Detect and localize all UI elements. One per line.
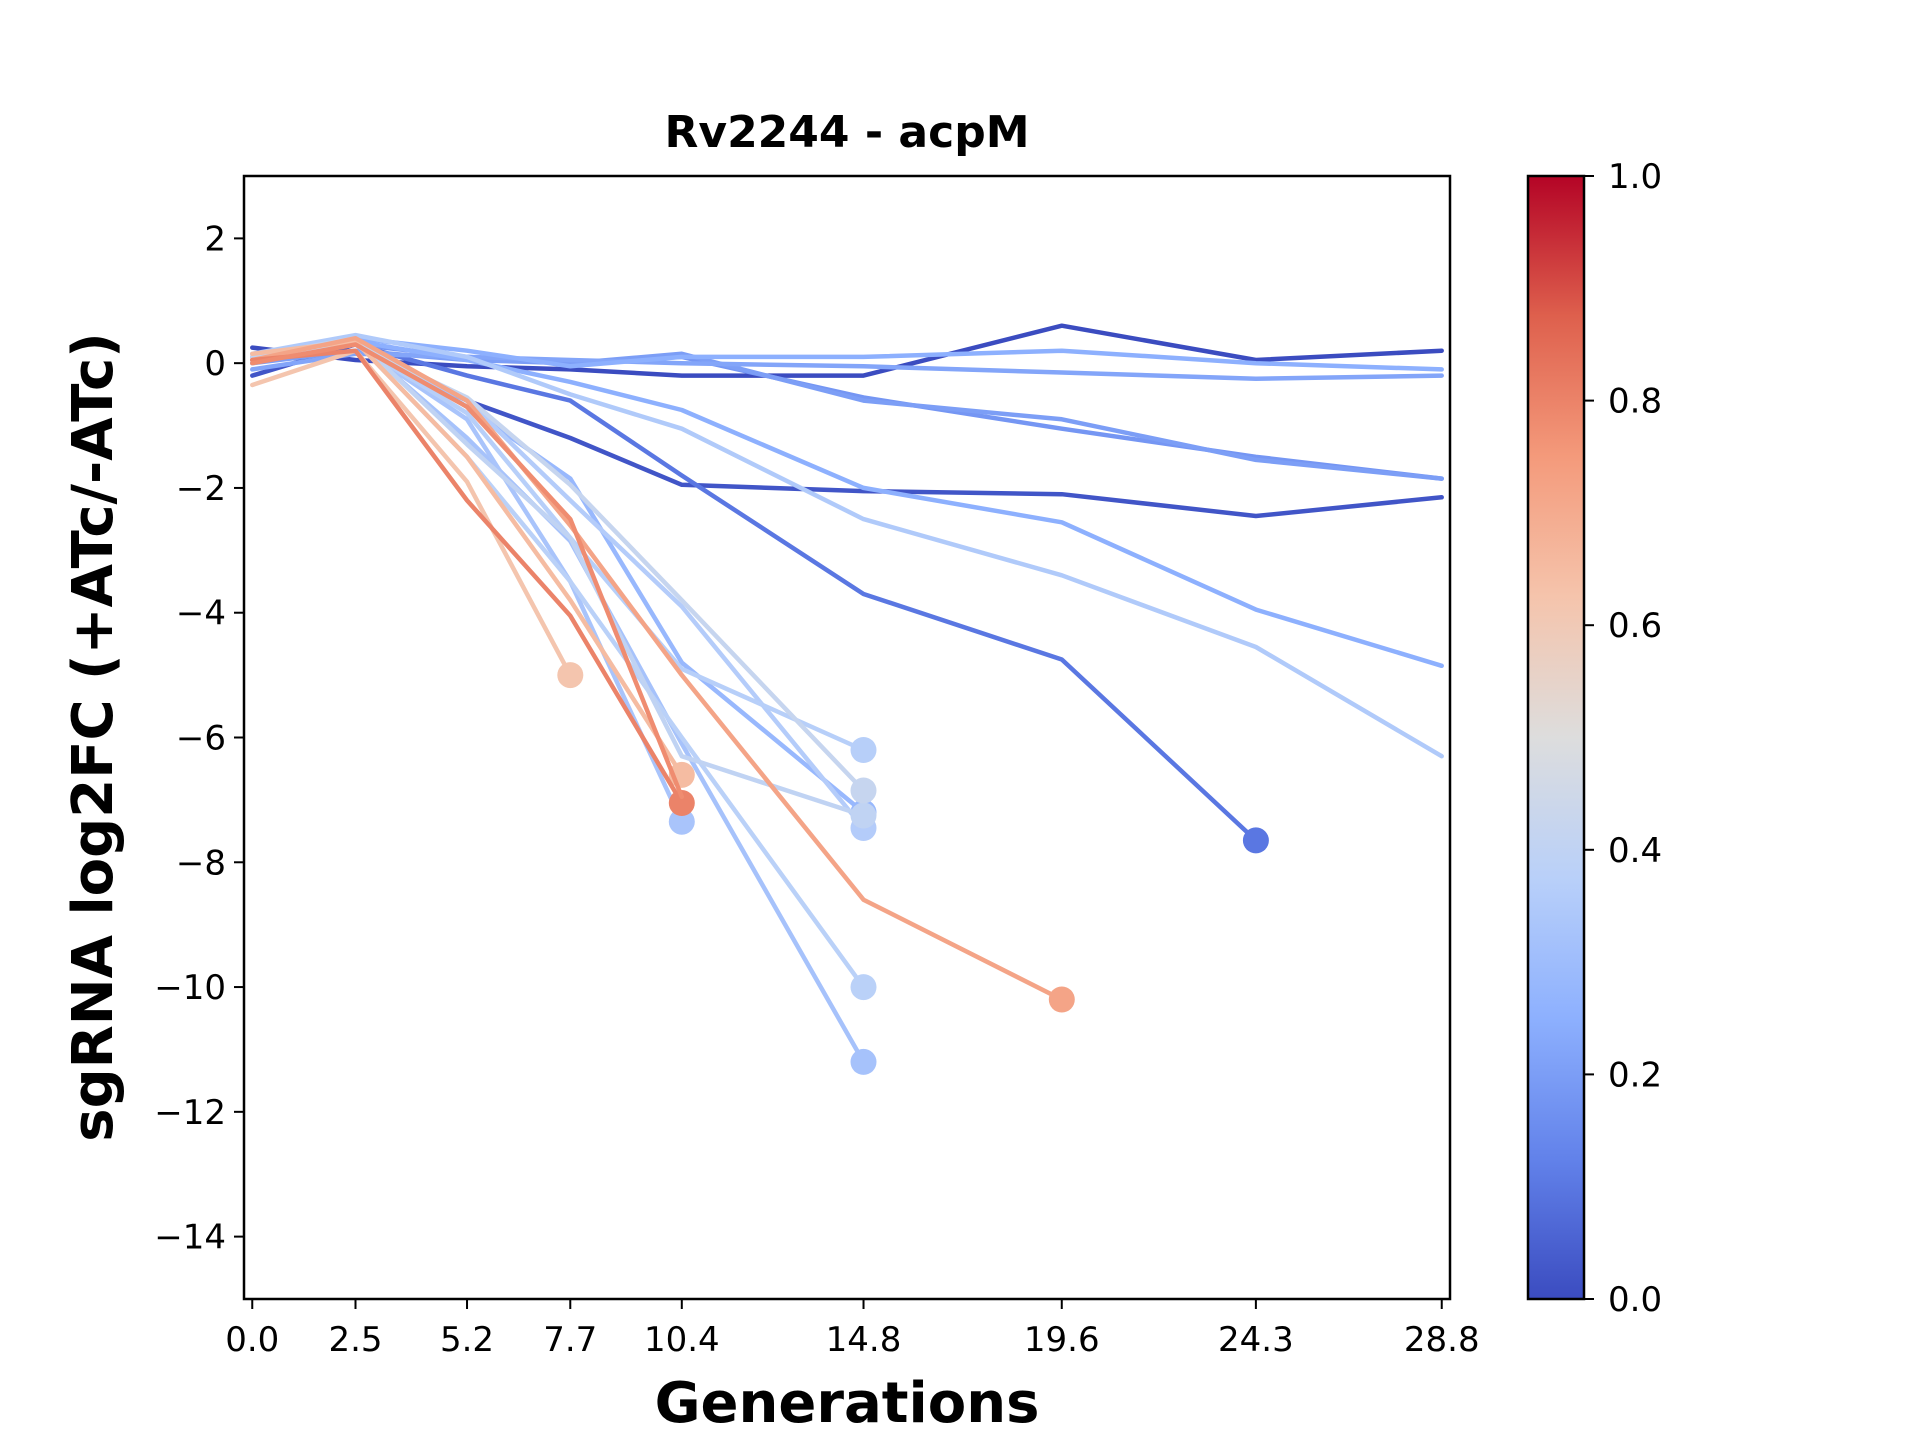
x-tick-label: 10.4: [644, 1320, 720, 1360]
colorbar-tick-label: 0.4: [1608, 831, 1662, 871]
colorbar-ticks: 0.0 0.2 0.4 0.6 0.8 1.0: [1584, 157, 1662, 1320]
chart-title: Rv2244 - acpM: [665, 107, 1030, 158]
y-tick-label: 2: [204, 219, 226, 259]
series-line-21: [250, 348, 685, 806]
x-tick-label: 19.6: [1024, 1320, 1100, 1360]
series-line-22: [250, 342, 685, 800]
series-end-point-11: [668, 808, 695, 835]
series-end-point-10: [850, 1048, 877, 1075]
series-end-point-18: [557, 662, 584, 689]
series-end-point-21: [668, 790, 695, 816]
series-line-12: [250, 332, 1444, 759]
x-tick-label: 14.8: [826, 1320, 902, 1360]
series-end-point-15: [850, 974, 877, 1001]
series-end-point-20: [1048, 986, 1075, 1013]
series-line-20: [250, 335, 1065, 1002]
x-axis-label: Generations: [655, 1371, 1040, 1436]
series-line-2: [250, 342, 1444, 519]
x-tick-label: 28.8: [1404, 1320, 1480, 1360]
series-end-point-17: [850, 777, 877, 804]
y-axis-label: sgRNA log2FC (+ATc/-ATc): [61, 332, 126, 1142]
x-tick-label: 2.5: [328, 1320, 382, 1360]
colorbar-tick-label: 0.8: [1608, 382, 1662, 422]
series-line-8: [250, 339, 1444, 669]
colorbar: 0.0 0.2 0.4 0.6 0.8 1.0: [1526, 157, 1662, 1320]
series-line-9: [250, 335, 866, 815]
series-line-6: [250, 351, 1444, 382]
x-axis: 0.0 2.5 5.2 7.7 10.4 14.8 19.6 24.3 28.8: [225, 1299, 1480, 1360]
series-line-5: [250, 348, 1444, 481]
series-line-18: [250, 348, 573, 678]
series-end-point-14: [850, 737, 877, 763]
y-tick-label: 0: [204, 344, 226, 384]
y-tick-label: −14: [154, 1218, 226, 1258]
series-end-point-3: [1242, 827, 1269, 854]
series-line-14: [250, 342, 866, 753]
colorbar-tick-label: 0.0: [1608, 1280, 1662, 1320]
y-tick-label: −12: [154, 1093, 226, 1133]
colorbar-tick-label: 1.0: [1608, 157, 1662, 197]
series-layer: [250, 323, 1444, 1075]
colorbar-gradient: [1526, 174, 1586, 1301]
colorbar-tick-label: 0.2: [1608, 1055, 1662, 1095]
y-axis: 2 0 −2 −4 −6 −8 −10 −12 −14: [154, 219, 244, 1258]
y-tick-label: −10: [154, 968, 226, 1008]
x-tick-label: 0.0: [225, 1320, 279, 1360]
colorbar-tick-label: 0.6: [1608, 606, 1662, 646]
series-end-point-16: [850, 802, 877, 829]
y-tick-label: −4: [176, 594, 226, 634]
series-line-16: [250, 335, 866, 818]
y-tick-label: −6: [176, 719, 226, 759]
series-line-15: [250, 339, 866, 990]
x-tick-label: 7.7: [543, 1320, 597, 1360]
y-tick-label: −8: [176, 843, 226, 883]
y-tick-label: −2: [176, 469, 226, 509]
x-tick-label: 5.2: [440, 1320, 494, 1360]
x-tick-label: 24.3: [1218, 1320, 1294, 1360]
